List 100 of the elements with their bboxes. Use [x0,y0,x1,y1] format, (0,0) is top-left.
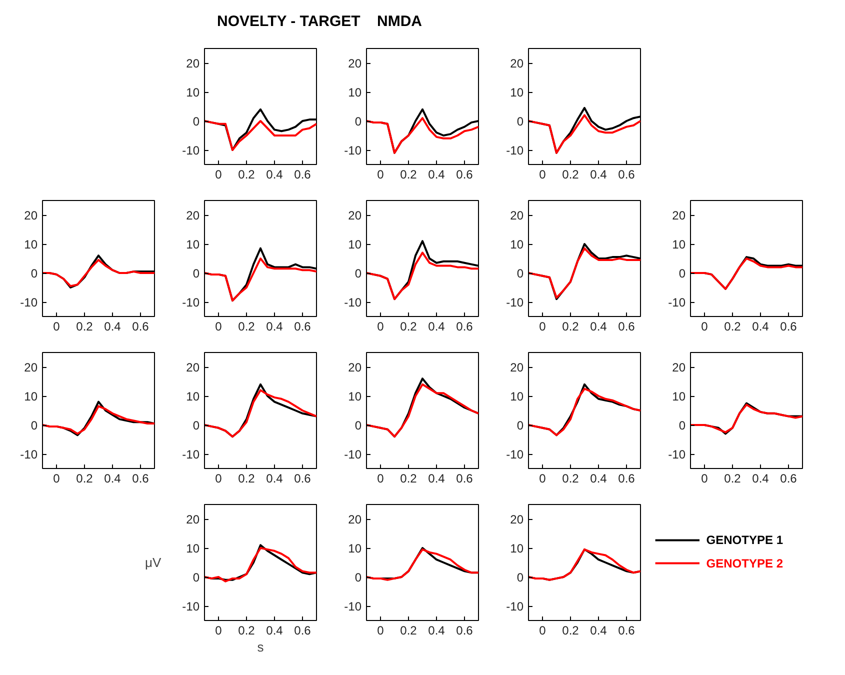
y-tick-label: -10 [20,296,38,310]
x-tick-label: 0.6 [456,472,474,486]
y-tick-label: 20 [348,56,362,70]
y-tick-label: -10 [182,448,200,462]
legend-label: GENOTYPE 1 [706,533,784,548]
x-tick-label: 0.4 [590,624,608,638]
line-series [366,252,478,300]
x-tick-label: 0 [215,624,222,638]
chart-title: NOVELTY - TARGET NMDA [217,12,422,32]
y-tick-label: -10 [506,600,524,614]
x-tick-label: 0 [701,320,708,334]
x-tick-label: 0.2 [238,624,256,638]
x-tick-label: 0.4 [752,320,770,334]
x-tick-label: 0.2 [400,168,418,182]
x-tick-label: 0.2 [724,472,742,486]
x-tick-label: 0.4 [266,624,284,638]
x-tick-label: 0.4 [428,320,446,334]
y-tick-label: 10 [510,238,524,252]
y-tick-label: 0 [516,570,524,584]
x-tick-label: 0.6 [780,472,798,486]
y-tick-label: 20 [24,208,38,222]
legend-label: GENOTYPE 2 [706,556,784,570]
y-tick-label: 20 [348,208,362,222]
x-tick-label: 0.2 [562,472,580,486]
y-tick-label: 20 [186,360,200,374]
x-tick-label: 0 [377,168,384,182]
y-tick-label: 10 [348,542,362,556]
x-tick-label: 0.4 [590,320,608,334]
x-axis-title: s [257,640,264,654]
x-tick-label: 0.6 [618,320,636,334]
x-tick-label: 0.4 [590,168,608,182]
x-tick-label: 0 [215,320,222,334]
y-tick-label: 20 [186,56,200,70]
x-tick-label: 0.4 [590,472,608,486]
x-tick-label: 0.2 [400,624,418,638]
y-tick-label: -10 [506,144,524,158]
y-tick-label: 10 [672,238,686,252]
y-tick-label: 0 [192,570,200,584]
x-tick-label: 0 [377,472,384,486]
x-tick-label: 0.2 [562,168,580,182]
x-tick-label: 0.6 [132,320,150,334]
x-tick-label: 0.6 [294,320,312,334]
x-tick-label: 0.6 [132,472,150,486]
y-tick-label: -10 [182,296,200,310]
y-axis-title: μV [144,555,162,570]
y-tick-label: -10 [668,448,686,462]
y-tick-label: -10 [182,144,200,158]
y-tick-label: 20 [510,512,524,526]
line-series [528,114,640,154]
x-tick-label: 0.4 [266,168,284,182]
y-tick-label: 10 [510,390,524,404]
y-tick-label: 20 [186,512,200,526]
x-tick-label: 0 [539,168,546,182]
y-tick-label: 0 [30,418,38,432]
x-tick-label: 0.4 [428,624,446,638]
x-tick-label: 0.4 [266,472,284,486]
x-tick-label: 0.2 [238,320,256,334]
y-tick-label: -10 [182,600,200,614]
x-tick-label: 0.6 [618,472,636,486]
y-tick-label: 0 [30,266,38,280]
y-tick-label: 20 [348,360,362,374]
y-tick-label: 20 [672,208,686,222]
y-tick-label: 10 [348,86,362,100]
x-tick-label: 0.2 [76,472,94,486]
y-tick-label: 20 [672,360,686,374]
y-tick-label: 0 [192,114,200,128]
x-tick-label: 0.2 [400,320,418,334]
x-tick-label: 0.4 [104,472,122,486]
line-series [366,117,478,154]
line-series [204,120,316,151]
y-tick-label: -10 [344,144,362,158]
y-tick-label: 20 [510,56,524,70]
y-tick-label: 0 [354,418,362,432]
y-tick-label: 10 [186,86,200,100]
x-tick-label: 0.4 [266,320,284,334]
x-tick-label: 0.2 [76,320,94,334]
line-series [204,258,316,302]
x-tick-label: 0.4 [752,472,770,486]
y-tick-label: 20 [24,360,38,374]
y-tick-label: 0 [516,418,524,432]
y-tick-label: 10 [186,542,200,556]
y-tick-label: -10 [344,448,362,462]
y-tick-label: -10 [344,600,362,614]
y-tick-label: 0 [354,570,362,584]
x-tick-label: 0.6 [780,320,798,334]
y-tick-label: 0 [354,114,362,128]
x-tick-label: 0 [377,320,384,334]
x-tick-label: 0.4 [104,320,122,334]
y-tick-label: 10 [24,238,38,252]
y-tick-label: -10 [668,296,686,310]
y-tick-label: 20 [510,360,524,374]
y-tick-label: 20 [186,208,200,222]
y-tick-label: 10 [186,238,200,252]
x-tick-label: 0.6 [456,624,474,638]
x-tick-label: 0.4 [428,168,446,182]
x-tick-label: 0.6 [618,168,636,182]
x-tick-label: 0.6 [294,168,312,182]
y-tick-label: 10 [348,238,362,252]
y-tick-label: -10 [506,296,524,310]
x-tick-label: 0.6 [456,168,474,182]
